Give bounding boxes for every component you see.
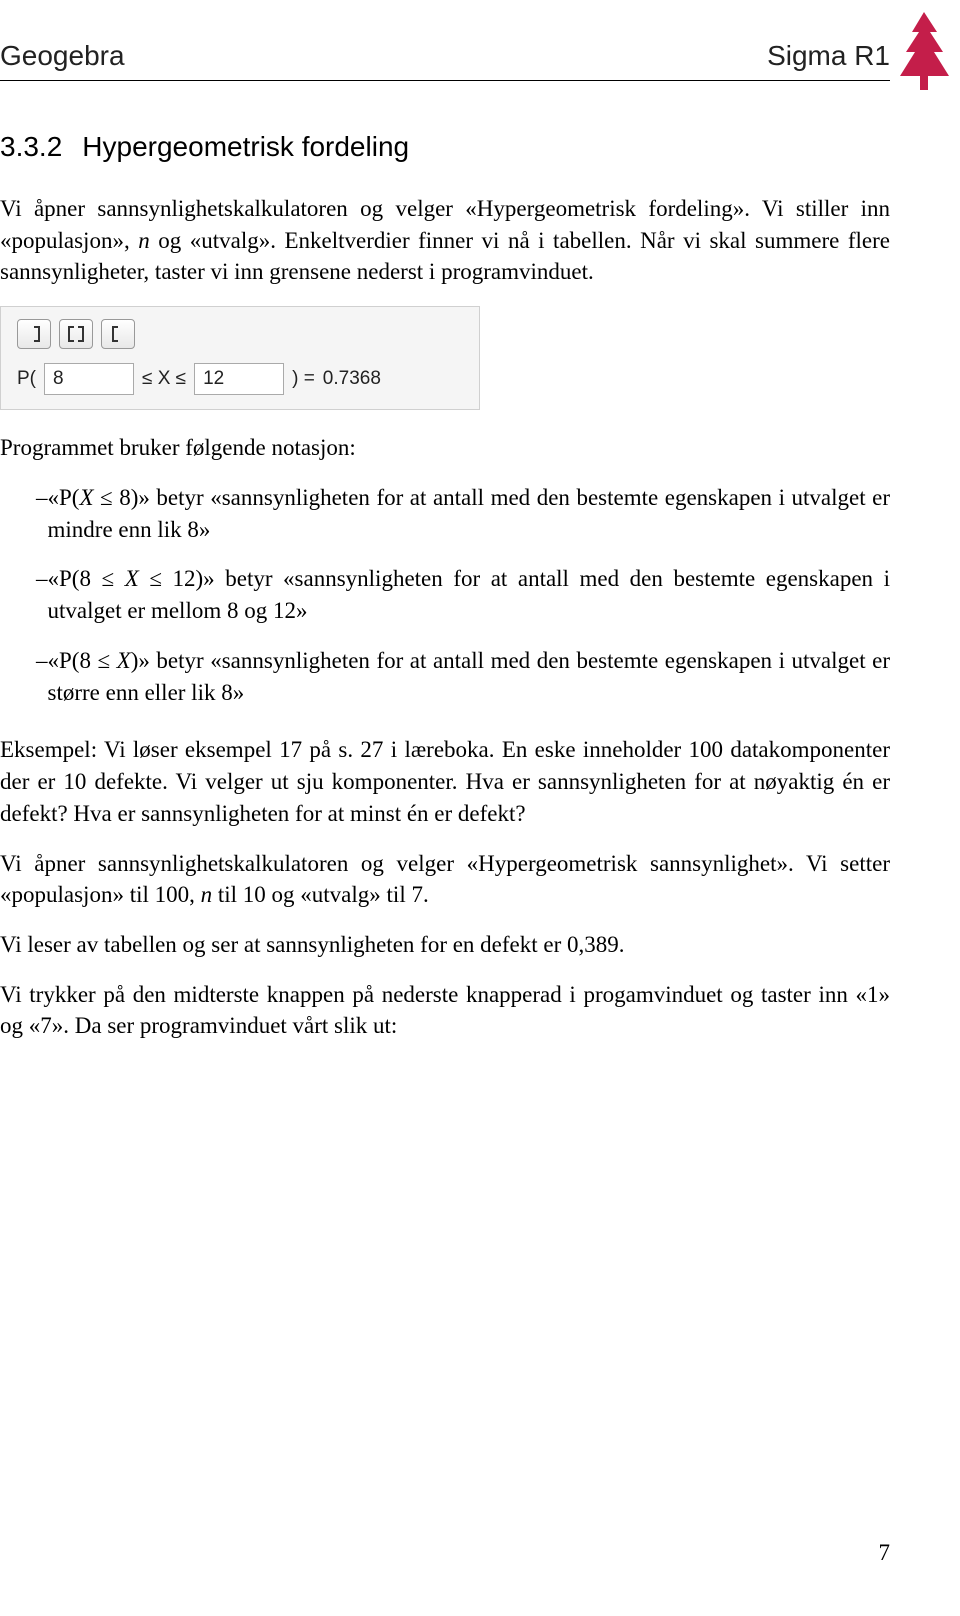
body-paragraph: Vi leser av tabellen og ser at sannsynli… (0, 929, 890, 961)
list-item: – «P(8 ≤ X)» betyr «sannsynligheten for … (0, 645, 890, 708)
body-paragraph: Vi åpner sannsynlighetskalkulatoren og v… (0, 848, 890, 911)
body-paragraph: Vi trykker på den midterste knappen på n… (0, 979, 890, 1042)
notation-list: – «P(X ≤ 8)» betyr «sannsynligheten for … (0, 482, 890, 708)
lower-bound-input[interactable]: 8 (44, 363, 134, 395)
header-rule (0, 80, 890, 81)
header-left: Geogebra (0, 40, 125, 72)
page-header: Geogebra Sigma R1 (0, 0, 960, 80)
interval-both-button[interactable] (59, 319, 93, 349)
intro-paragraph: Vi åpner sannsynlighetskalkulatoren og v… (0, 193, 890, 288)
upper-bound-input[interactable]: 12 (194, 363, 284, 395)
list-item: – «P(8 ≤ X ≤ 12)» betyr «sannsynligheten… (0, 563, 890, 626)
page-number: 7 (879, 1540, 891, 1566)
probability-input-widget: P( 8 ≤ X ≤ 12 ) = 0.7368 (0, 306, 480, 410)
example-paragraph: Eksempel: Vi løser eksempel 17 på s. 27 … (0, 734, 890, 829)
section-title: Hypergeometrisk fordeling (82, 131, 409, 162)
logo-tree-icon (897, 10, 952, 100)
section-number: 3.3.2 (0, 131, 62, 162)
notation-intro: Programmet bruker følgende notasjon: (0, 432, 890, 464)
list-item: – «P(X ≤ 8)» betyr «sannsynligheten for … (0, 482, 890, 545)
p-close-label: ) = (292, 368, 315, 390)
result-value: 0.7368 (323, 368, 381, 390)
leq-label: ≤ X ≤ (142, 368, 186, 390)
header-right: Sigma R1 (767, 40, 890, 72)
section-heading: 3.3.2 Hypergeometrisk fordeling (0, 131, 890, 163)
interval-left-button[interactable] (101, 319, 135, 349)
interval-right-button[interactable] (17, 319, 51, 349)
p-open-label: P( (17, 368, 36, 390)
